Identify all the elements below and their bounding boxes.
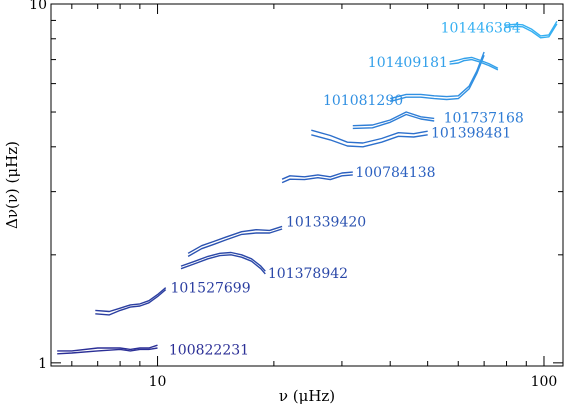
series-line-101378942 xyxy=(180,254,266,275)
series-line-101398481 xyxy=(311,134,428,148)
series-label-101446384: 101446384 xyxy=(441,21,521,37)
y-tick-label: 1 xyxy=(38,356,47,372)
series-line-101446384 xyxy=(504,20,558,37)
x-axis-label: ν (μHz) xyxy=(279,387,335,405)
series-line-101527699 xyxy=(95,289,167,316)
series-label-101398481: 101398481 xyxy=(431,126,511,142)
series-group xyxy=(57,20,558,355)
series-line-101527699 xyxy=(95,287,167,313)
series-label-100784138: 100784138 xyxy=(355,165,435,181)
series-line-101339420 xyxy=(187,225,283,254)
series-line-101446384 xyxy=(504,23,558,39)
y-tick-label: 10 xyxy=(29,0,47,13)
series-line-100822231 xyxy=(57,344,158,352)
series-label-101339420: 101339420 xyxy=(286,214,366,230)
series-line-101339420 xyxy=(187,228,283,258)
series-line-101398481 xyxy=(311,129,428,144)
x-tick-label: 100 xyxy=(531,374,558,390)
y-axis-label: Δν(ν) (μHz) xyxy=(3,141,21,229)
series-label-101081290: 101081290 xyxy=(323,93,403,109)
series-line-100784138 xyxy=(281,171,353,180)
series-line-100784138 xyxy=(281,174,353,184)
series-line-101409181 xyxy=(449,56,499,69)
series-line-101081290 xyxy=(390,54,485,103)
series-line-101737168 xyxy=(352,113,435,130)
series-line-101737168 xyxy=(352,111,435,127)
series-label-100822231: 100822231 xyxy=(169,342,249,358)
series-line-101081290 xyxy=(390,51,485,100)
series-line-101378942 xyxy=(180,251,266,272)
series-line-100822231 xyxy=(57,347,158,355)
series-label-101737168: 101737168 xyxy=(444,111,524,127)
series-labels: 100822231 101527699 101378942 101339420 1007… xyxy=(169,21,524,359)
x-tick-label: 10 xyxy=(149,374,167,390)
series-line-101409181 xyxy=(449,58,499,71)
series-label-101409181: 101409181 xyxy=(368,55,448,71)
series-label-101378942: 101378942 xyxy=(268,266,348,282)
tick-labels: 10 100 1 10 xyxy=(29,0,557,390)
axis-ticks xyxy=(51,3,563,366)
series-label-101527699: 101527699 xyxy=(170,281,250,297)
plot-frame xyxy=(50,3,564,367)
